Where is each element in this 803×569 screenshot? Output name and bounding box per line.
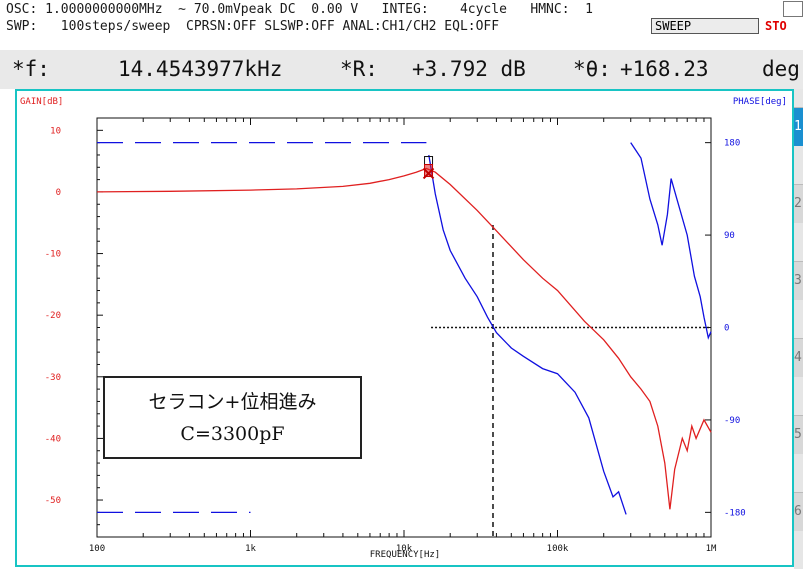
- x-tick-label: 1M: [706, 544, 717, 554]
- side-tab-2[interactable]: 2: [794, 184, 803, 223]
- sweep-button[interactable]: SWEEP: [651, 18, 759, 34]
- left-tick-label: 10: [50, 126, 61, 136]
- marker-square: [424, 156, 434, 166]
- right-tick-label: -180: [724, 508, 746, 518]
- phase-value: +168.23: [620, 57, 709, 81]
- marker-x: [422, 167, 435, 180]
- annotation-box: セラコン+位相進み C=3300pF: [103, 376, 362, 459]
- annotation-line-2: C=3300pF: [180, 423, 285, 445]
- gain-line: [96, 167, 712, 510]
- status-bar: OSC: 1.0000000000MHz ∼ 70.0mVpeak DC 0.0…: [0, 0, 803, 50]
- side-tab-1[interactable]: 1: [794, 107, 803, 146]
- left-tick-label: -40: [45, 434, 61, 444]
- left-tick-label: -30: [45, 373, 61, 383]
- frequency-label: *f:: [12, 57, 50, 81]
- phase-unit: deg: [762, 57, 800, 81]
- side-tab-4[interactable]: 4: [794, 338, 803, 377]
- right-tick-label: 0: [724, 324, 729, 334]
- right-tick-label: 180: [724, 139, 740, 149]
- x-tick-label: 100: [89, 544, 105, 554]
- x-tick-label: 1k: [245, 544, 256, 554]
- side-tab-3[interactable]: 3: [794, 261, 803, 300]
- stop-button[interactable]: STO: [762, 18, 803, 34]
- plot-border: [96, 117, 712, 538]
- right-tick-label: 90: [724, 231, 735, 241]
- left-tick-label: -20: [45, 311, 61, 321]
- left-tick-label: -10: [45, 250, 61, 260]
- left-tick-label: 0: [56, 188, 61, 198]
- side-tab-strip: 1 2 3 4 5 6: [794, 89, 803, 569]
- frequency-value: 14.4543977kHz: [118, 57, 283, 81]
- side-tab-5[interactable]: 5: [794, 415, 803, 454]
- left-tick-label: -50: [45, 496, 61, 506]
- x-axis-title: FREQUENCY[Hz]: [370, 550, 440, 560]
- annotation-line-1: セラコン+位相進み: [148, 391, 317, 413]
- gain-label: *R:: [340, 57, 378, 81]
- x-tick-label: 10k: [396, 544, 413, 554]
- phase-line: [630, 142, 712, 340]
- left-axis-title: GAIN[dB]: [20, 97, 63, 107]
- right-tick-label: -90: [724, 416, 740, 426]
- phase-label: *θ:: [573, 57, 611, 81]
- right-axis-title: PHASE[deg]: [733, 97, 787, 107]
- marker-readout: *f: 14.4543977kHz *R: +3.792 dB *θ: +168…: [0, 50, 803, 89]
- gain-value: +3.792 dB: [412, 57, 526, 81]
- x-tick-label: 100k: [547, 544, 569, 554]
- phase-line: [428, 154, 627, 515]
- sweep-settings: SWP: 100steps/sweep CPRSN:OFF SLSWP:OFF …: [6, 19, 500, 34]
- side-tab-6[interactable]: 6: [794, 492, 803, 531]
- oscillator-settings: OSC: 1.0000000000MHz ∼ 70.0mVpeak DC 0.0…: [6, 2, 593, 17]
